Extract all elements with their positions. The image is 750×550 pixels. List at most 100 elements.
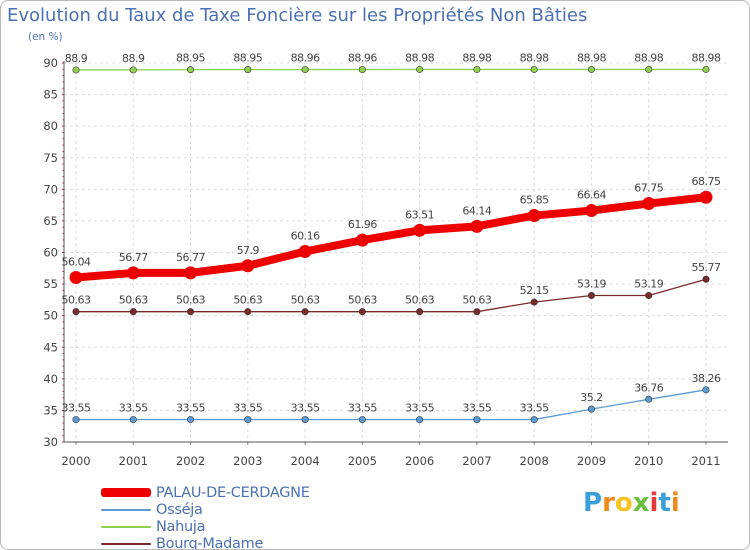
- data-point: [699, 190, 713, 204]
- series-line-1: [75, 389, 707, 421]
- legend: PALAU-DE-CERDAGNE Osséja Nahuja Bourg-Ma…: [101, 484, 310, 550]
- data-point: [241, 259, 255, 273]
- y-tick-label: 75: [43, 151, 58, 165]
- data-point: [358, 308, 366, 316]
- data-label: 88.95: [233, 52, 262, 65]
- series-line-3: [75, 278, 707, 313]
- legend-swatch-nahuja: [101, 525, 151, 528]
- data-label: 57.9: [237, 244, 260, 257]
- data-label: 56.77: [119, 251, 148, 264]
- data-label: 56.04: [62, 256, 91, 269]
- proxiti-logo: Proxiti: [583, 488, 680, 518]
- legend-label-osseja: Osséja: [156, 501, 203, 518]
- data-point: [129, 308, 137, 316]
- legend-label-bourg-madame: Bourg-Madame: [156, 535, 264, 550]
- legend-item-osseja[interactable]: Osséja: [101, 501, 310, 518]
- data-label: 88.96: [348, 52, 377, 65]
- data-label: 88.98: [520, 51, 549, 64]
- data-point: [473, 308, 481, 316]
- data-label: 61.96: [348, 218, 377, 231]
- data-point: [702, 65, 710, 73]
- data-point: [244, 416, 252, 424]
- data-point: [129, 66, 137, 74]
- data-point: [645, 292, 653, 300]
- x-tick-label: 2011: [691, 454, 720, 468]
- data-point: [645, 395, 653, 403]
- data-label: 88.96: [291, 52, 320, 65]
- data-point: [187, 416, 195, 424]
- data-label: 33.55: [62, 402, 91, 415]
- data-label: 52.15: [520, 284, 549, 297]
- y-tick-label: 55: [43, 277, 58, 291]
- series-line-0: [72, 193, 710, 282]
- data-label: 50.63: [405, 294, 434, 307]
- data-label: 65.85: [520, 194, 549, 207]
- data-label: 33.55: [291, 402, 320, 415]
- legend-swatch-palau: [101, 488, 151, 497]
- data-label: 50.63: [62, 294, 91, 307]
- data-point: [298, 244, 312, 258]
- data-point: [587, 65, 595, 73]
- data-label: 88.98: [692, 51, 721, 64]
- data-label: 50.63: [233, 294, 262, 307]
- data-label: 53.19: [634, 278, 663, 291]
- legend-label-nahuja: Nahuja: [156, 518, 206, 535]
- logo-letter: o: [614, 488, 633, 518]
- x-tick-label: 2000: [61, 454, 90, 468]
- data-label: 88.98: [462, 51, 491, 64]
- legend-item-palau[interactable]: PALAU-DE-CERDAGNE: [101, 484, 310, 501]
- logo-letter: t: [658, 488, 671, 518]
- data-label: 66.64: [577, 189, 606, 202]
- data-label: 50.63: [462, 294, 491, 307]
- data-label: 88.98: [405, 51, 434, 64]
- data-point: [355, 233, 369, 247]
- data-point: [587, 292, 595, 300]
- data-label: 88.9: [122, 52, 145, 65]
- data-label: 50.63: [119, 294, 148, 307]
- y-tick-label: 65: [43, 214, 58, 228]
- y-tick-label: 70: [43, 182, 58, 196]
- data-point: [244, 308, 252, 316]
- data-point: [416, 416, 424, 424]
- data-point: [645, 65, 653, 73]
- data-point: [470, 219, 484, 233]
- data-point: [416, 65, 424, 73]
- data-label: 67.75: [634, 182, 663, 195]
- axes: 30 35 40 45 50 55 60 65 70 75 80 85 90 2000 2001 2002 20…: [43, 56, 728, 468]
- series-line-2: [75, 68, 707, 71]
- series-layer: [69, 65, 713, 424]
- data-label: 53.19: [577, 278, 606, 291]
- data-point: [129, 416, 137, 424]
- x-tick-label: 2003: [233, 454, 262, 468]
- data-label: 36.76: [634, 381, 663, 394]
- data-point: [187, 308, 195, 316]
- data-label: 33.55: [520, 402, 549, 415]
- data-point: [187, 66, 195, 74]
- logo-letter: i: [670, 488, 680, 518]
- chart-title: Evolution du Taux de Taxe Foncière sur l…: [7, 5, 588, 26]
- data-point: [358, 66, 366, 74]
- data-point: [72, 66, 80, 74]
- legend-item-bourg-madame[interactable]: Bourg-Madame: [101, 535, 310, 550]
- x-tick-label: 2009: [577, 454, 606, 468]
- data-point: [473, 416, 481, 424]
- x-tick-label: 2007: [462, 454, 491, 468]
- data-label: 68.75: [692, 175, 721, 188]
- y-tick-label: 85: [43, 88, 58, 102]
- legend-item-nahuja[interactable]: Nahuja: [101, 518, 310, 535]
- x-tick-label: 2004: [290, 454, 319, 468]
- y-tick-label: 80: [43, 119, 58, 133]
- y-tick-label: 35: [43, 403, 58, 417]
- labels-layer: 88.9 88.9 88.95 88.95 88.96 88.96 88.98 88.98 88…: [62, 51, 722, 415]
- legend-swatch-osseja: [101, 508, 151, 511]
- data-point: [530, 298, 538, 306]
- x-tick-label: 2005: [348, 454, 377, 468]
- data-point: [126, 266, 140, 280]
- data-point: [530, 65, 538, 73]
- logo-letter: x: [632, 488, 650, 518]
- data-point: [69, 271, 83, 285]
- data-label: 50.63: [176, 294, 205, 307]
- data-label: 88.9: [65, 52, 88, 65]
- logo-letter: r: [602, 488, 615, 518]
